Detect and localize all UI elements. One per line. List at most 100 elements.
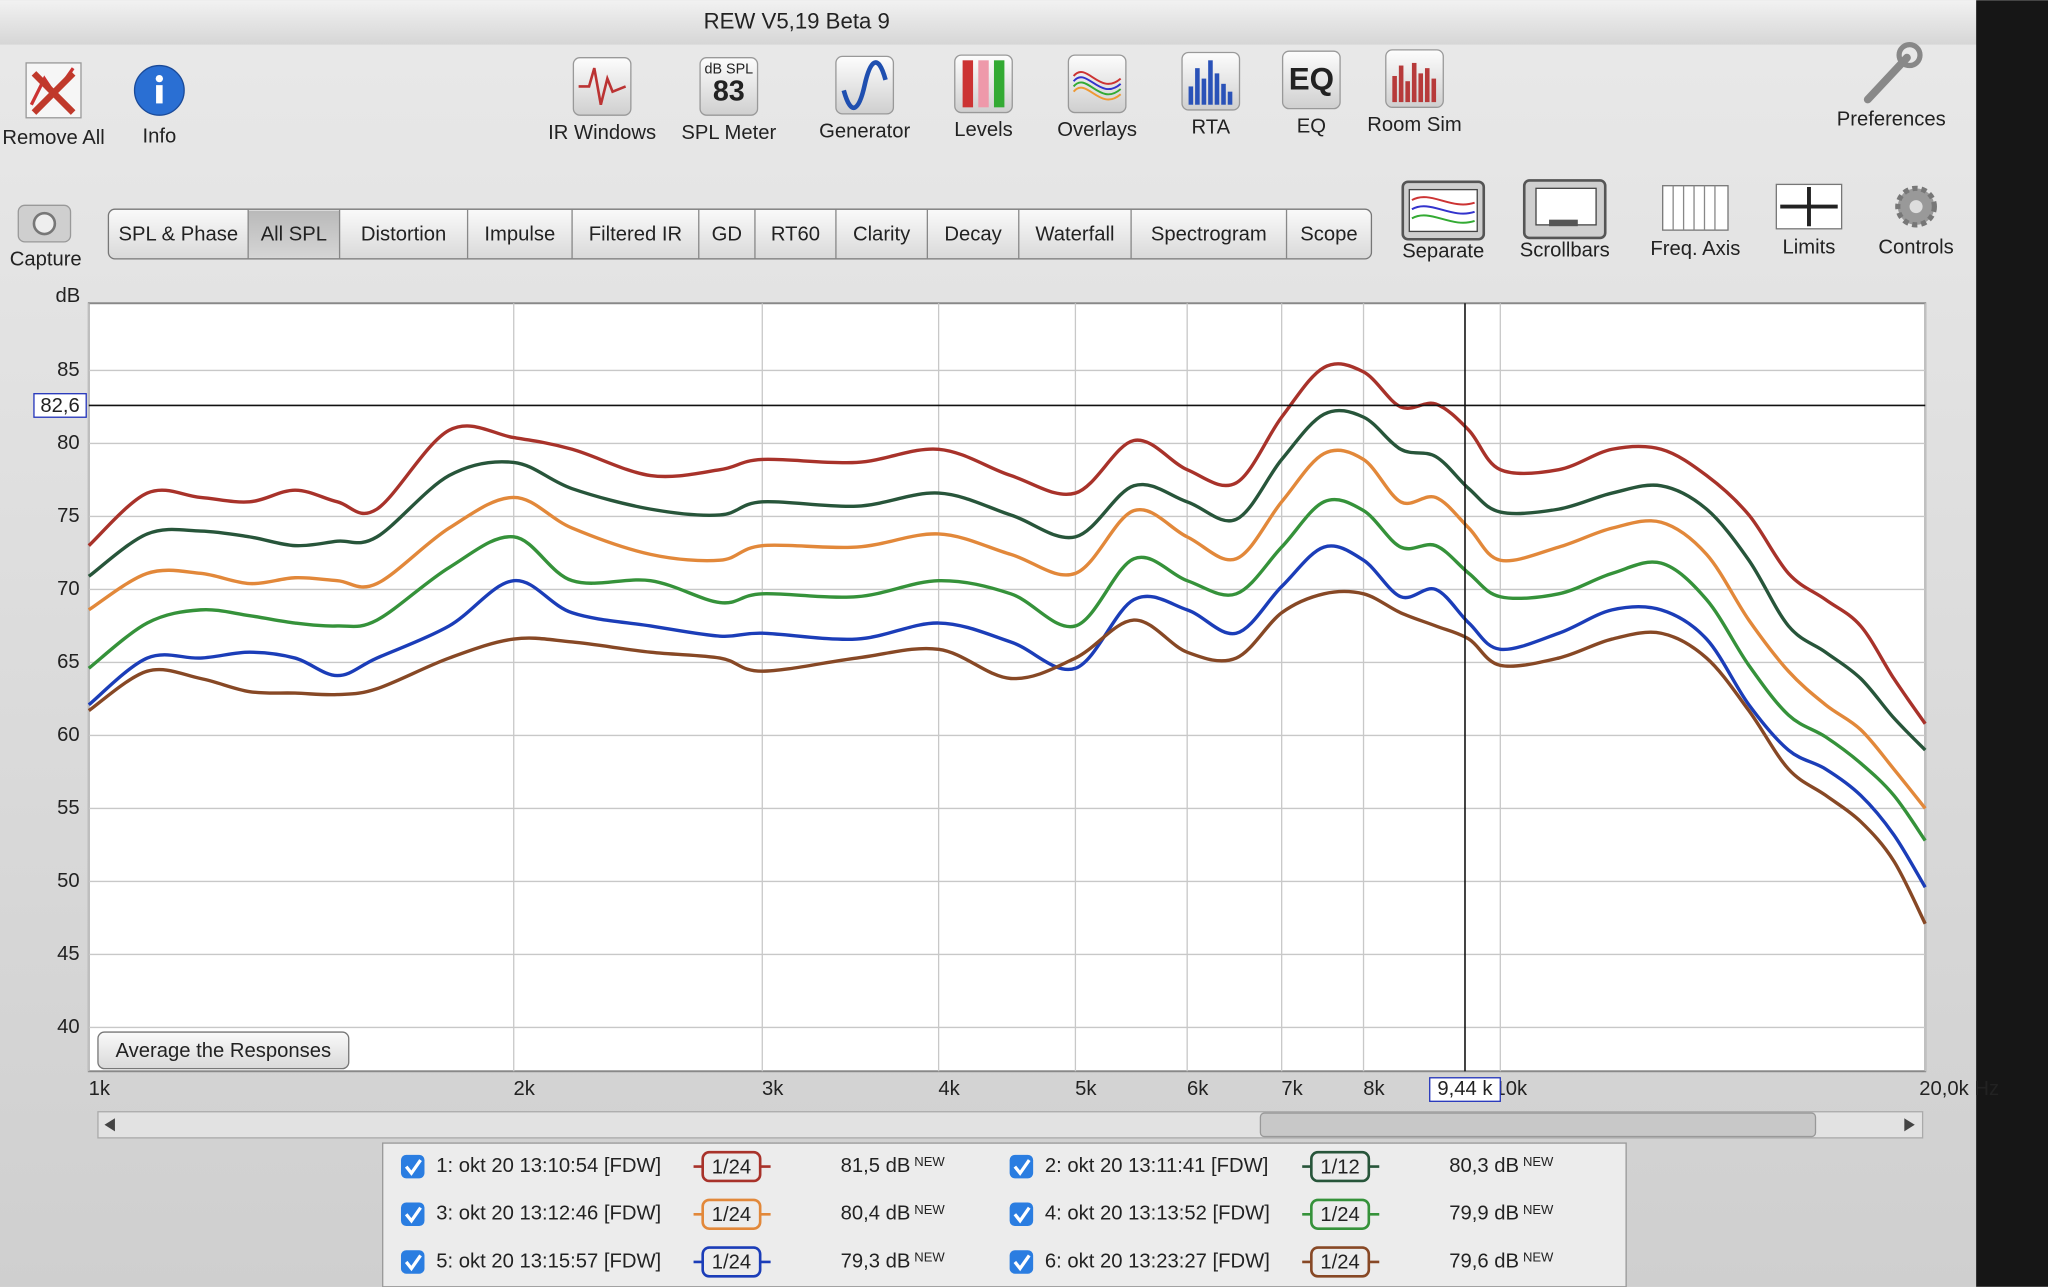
toolbar-button[interactable]: Room Sim (1367, 49, 1462, 136)
legend-name: 5: okt 20 13:15:57 [FDW] (436, 1250, 661, 1272)
legend-entry[interactable]: 5: okt 20 13:15:57 [FDW] 1/24 79,3 dB NEW (400, 1246, 945, 1278)
icon (1896, 42, 1923, 69)
smoothing-box[interactable] (701, 1246, 762, 1278)
tab-label: All SPL (261, 224, 327, 246)
tab[interactable]: Decay (926, 209, 1003, 259)
icon (1188, 86, 1194, 105)
tab-label: Spectrogram (1151, 224, 1267, 246)
legend-level: 79,9 dB (1449, 1203, 1519, 1225)
tab[interactable]: Filtered IR (571, 209, 682, 259)
view-button[interactable]: Freq. Axis (1650, 185, 1740, 260)
legend-name: 6: okt 20 13:23:27 [FDW] (1045, 1250, 1270, 1272)
toolbar-button[interactable]: Remove All (2, 62, 105, 149)
checkbox[interactable] (1009, 1250, 1034, 1274)
checkmark (404, 1159, 422, 1176)
legend-entry[interactable]: 4: okt 20 13:13:52 [FDW] 1/24 79,9 dB NEW (1009, 1198, 1554, 1230)
icon (962, 60, 974, 108)
toolbar-label: IR Windows (548, 122, 656, 144)
tab[interactable]: SPL & Phase (118, 224, 238, 246)
icon-text: EQ (1289, 61, 1334, 96)
checkbox[interactable] (400, 1250, 425, 1274)
toolbar-label: Remove All (2, 127, 104, 149)
smoothing-box[interactable] (1310, 1150, 1371, 1183)
y-tick-label: 75 (57, 505, 80, 527)
toolbar-label: Room Sim (1367, 114, 1461, 136)
tab-active (248, 210, 340, 258)
view-button-label: Scrollbars (1520, 239, 1610, 261)
legend-entry[interactable]: 6: okt 20 13:23:27 [FDW] 1/24 79,6 dB NEW (1009, 1246, 1554, 1278)
y-tick-label: 45 (57, 943, 80, 965)
tab-label: Distortion (361, 224, 446, 246)
x-tick-label: 5k (1075, 1078, 1097, 1100)
legend-entry[interactable]: 3: okt 20 13:12:46 [FDW] 1/24 80,4 dB NEW (400, 1198, 945, 1230)
x-tick-label: 1k (89, 1078, 111, 1100)
icon (1411, 205, 1475, 215)
tab[interactable]: Scope (1285, 209, 1358, 259)
legend-entry[interactable]: 1: okt 20 13:10:54 [FDW] 1/24 81,5 dB NEW (400, 1150, 945, 1183)
checkbox[interactable] (400, 1154, 425, 1179)
view-button[interactable]: Controls (1878, 185, 1954, 259)
toolbar-button[interactable]: Generator (819, 55, 910, 142)
cursor-x-label: 9,44 k (1437, 1078, 1493, 1100)
smoothing-label: 1/12 (1320, 1156, 1359, 1178)
tab[interactable]: Waterfall (1018, 209, 1115, 259)
cursor-label-box (1429, 1077, 1501, 1102)
tab[interactable]: All SPL (247, 209, 340, 259)
window-title: REW V5,19 Beta 9 (704, 8, 890, 33)
average-button[interactable]: Average the Responses (97, 1031, 350, 1070)
smoothing-box[interactable] (1310, 1246, 1371, 1278)
tab-label: SPL & Phase (118, 224, 238, 246)
checkmark (404, 1206, 422, 1224)
toolbar-label: Generator (819, 120, 910, 142)
tab[interactable]: RT60 (754, 209, 820, 259)
tab[interactable]: Spectrogram (1130, 209, 1267, 259)
y-tick-label: 85 (57, 359, 80, 381)
view-button[interactable]: Limits (1775, 183, 1843, 259)
smoothing-box[interactable] (701, 1198, 762, 1230)
response-curve (87, 544, 1927, 889)
plot-area (87, 302, 1927, 1073)
tab[interactable]: Clarity (835, 209, 911, 259)
tab[interactable]: GD (698, 209, 742, 259)
checkmark (1013, 1159, 1031, 1176)
smoothing-label: 1/24 (1320, 1252, 1359, 1274)
legend-level: 80,4 dB (841, 1203, 911, 1225)
tab-bar (107, 208, 1373, 260)
checkmark (404, 1254, 422, 1272)
checkbox[interactable] (1009, 1154, 1034, 1179)
toolbar-button[interactable]: EQ EQ (1281, 50, 1341, 137)
checkbox[interactable] (400, 1202, 425, 1227)
smoothing-box[interactable] (1310, 1198, 1371, 1230)
smoothing-label: 1/24 (712, 1156, 751, 1178)
y-tick-label: 55 (57, 797, 80, 819)
icon (1418, 73, 1424, 103)
toolbar-button[interactable]: Info (133, 64, 185, 148)
capture-button[interactable]: Capture (10, 204, 82, 270)
legend-tag: NEW (1523, 1154, 1554, 1169)
tab-label: Filtered IR (589, 224, 682, 246)
icon (31, 71, 76, 115)
toolbar-button[interactable]: Overlays (1057, 54, 1137, 141)
view-button[interactable]: Scrollbars (1520, 179, 1610, 261)
toolbar-button[interactable]: RTA (1181, 51, 1241, 139)
smoothing-box[interactable] (701, 1150, 762, 1183)
scroll-arrow[interactable] (1904, 1118, 1915, 1132)
tab[interactable]: Distortion (338, 209, 447, 259)
legend-entry[interactable]: 2: okt 20 13:11:41 [FDW] 1/12 80,3 dB NEW (1009, 1150, 1554, 1183)
checkbox[interactable] (1009, 1202, 1034, 1227)
toolbar-button[interactable]: Levels (954, 54, 1013, 141)
tab[interactable]: Impulse (466, 209, 556, 259)
icon (1431, 78, 1437, 103)
icon (699, 57, 759, 116)
legend-tag: NEW (914, 1202, 945, 1217)
icon (1072, 81, 1122, 96)
icon (156, 85, 163, 104)
toolbar-button[interactable]: IR Windows (548, 57, 656, 144)
scrollbar-thumb[interactable] (1259, 1112, 1817, 1138)
grid (88, 303, 1926, 1072)
view-button[interactable]: Separate (1401, 180, 1486, 263)
toolbar-button[interactable]: Preferences (1837, 42, 1946, 131)
scroll-arrow[interactable] (104, 1118, 115, 1132)
